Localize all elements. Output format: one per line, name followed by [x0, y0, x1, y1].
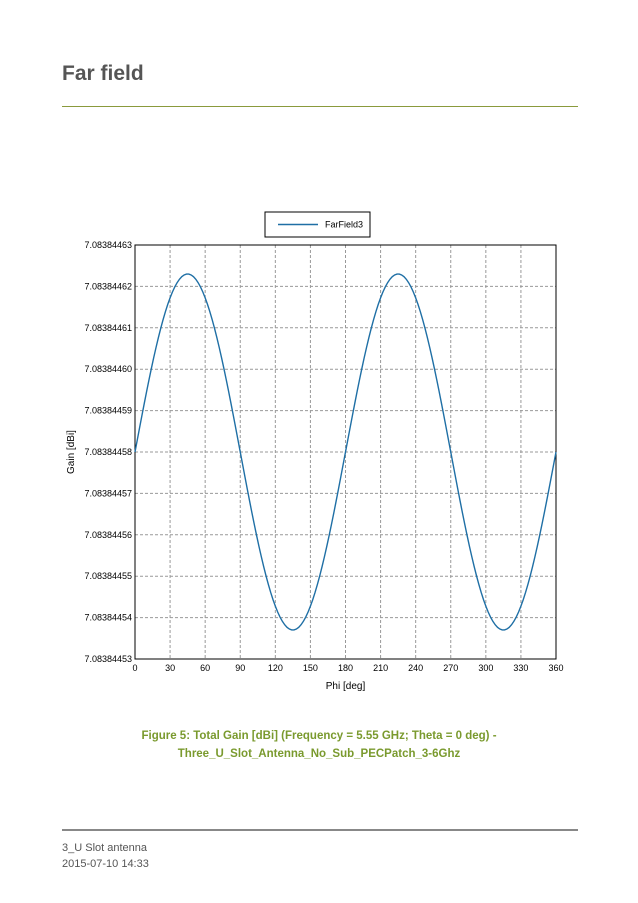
footer-divider — [62, 829, 578, 831]
x-tick-label: 210 — [373, 663, 388, 673]
footer-date: 2015-07-10 14:33 — [62, 858, 149, 870]
y-axis-label: Gain [dBi] — [66, 430, 77, 474]
figure-caption-line-1: Figure 5: Total Gain [dBi] (Frequency = … — [141, 730, 497, 742]
x-tick-label: 90 — [235, 663, 245, 673]
x-tick-label: 30 — [165, 663, 175, 673]
y-tick-label: 7.08384463 — [84, 240, 132, 250]
series-line-farfield3 — [134, 273, 557, 631]
page-section-title: Far field — [62, 62, 144, 85]
y-tick-label: 7.08384460 — [84, 364, 132, 374]
x-tick-label: 60 — [200, 663, 210, 673]
y-tick-label: 7.08384455 — [84, 571, 132, 581]
legend-label: FarField3 — [325, 220, 363, 230]
title-divider — [62, 106, 578, 107]
x-tick-label: 330 — [513, 663, 528, 673]
x-tick-label: 120 — [268, 663, 283, 673]
x-tick-label: 270 — [443, 663, 458, 673]
x-tick-label: 0 — [132, 663, 137, 673]
y-tick-label: 7.08384462 — [84, 281, 132, 291]
figure-caption-line-2: Three_U_Slot_Antenna_No_Sub_PECPatch_3-6… — [177, 748, 461, 760]
y-tick-label: 7.08384459 — [84, 406, 132, 416]
y-tick-label: 7.08384458 — [84, 447, 132, 457]
x-tick-label: 240 — [408, 663, 423, 673]
x-axis-label: Phi [deg] — [326, 681, 366, 692]
x-tick-label: 300 — [478, 663, 493, 673]
y-tick-label: 7.08384453 — [84, 654, 132, 664]
figure-caption: Figure 5: Total Gain [dBi] (Frequency = … — [100, 727, 538, 763]
footer-document-name: 3_U Slot antenna — [62, 842, 148, 854]
y-tick-label: 7.08384461 — [84, 323, 132, 333]
y-tick-label: 7.08384457 — [84, 488, 132, 498]
y-tick-label: 7.08384456 — [84, 530, 132, 540]
y-tick-label: 7.08384454 — [84, 613, 132, 623]
x-tick-label: 150 — [303, 663, 318, 673]
x-tick-label: 360 — [548, 663, 563, 673]
x-tick-label: 180 — [338, 663, 353, 673]
